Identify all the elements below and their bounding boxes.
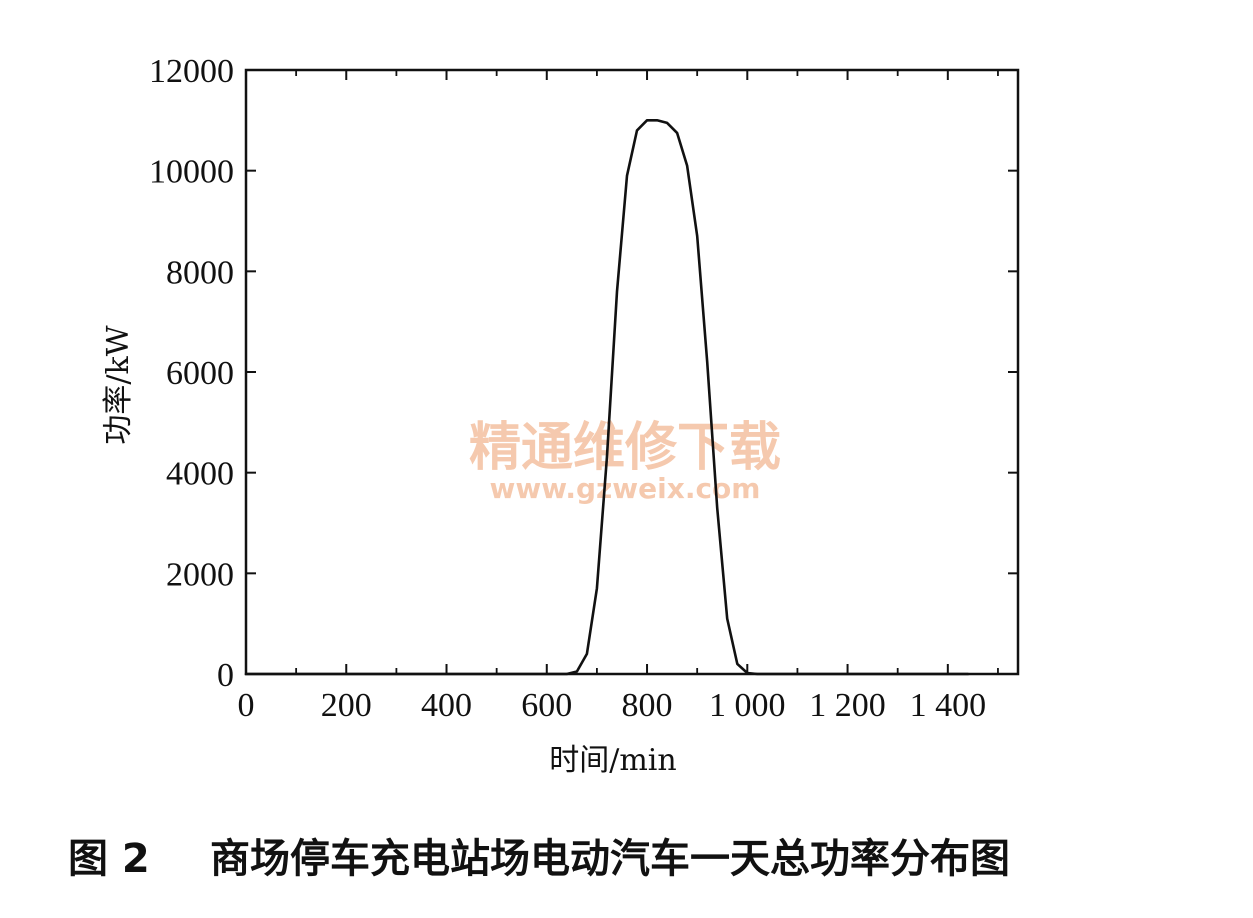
x-tick-label: 400 (421, 687, 472, 724)
watermark-url-text: www.gzweix.com (490, 472, 761, 505)
x-tick-label: 800 (622, 687, 673, 724)
x-tick-label: 1 200 (809, 687, 886, 724)
x-tick-label: 600 (521, 687, 572, 724)
power-series-line (244, 119, 970, 676)
tick-labels-layer: 0 200 400 600 800 1 000 1 200 1 400 0 2000 4000 600… (149, 53, 986, 724)
y-tick-label: 12000 (149, 53, 234, 90)
y-tick-label: 0 (217, 657, 234, 694)
y-tick-label: 10000 (149, 154, 234, 191)
plot-frame (244, 68, 1020, 676)
x-tick-label: 1 400 (910, 687, 987, 724)
x-tick-label: 0 (238, 687, 255, 724)
watermark-main-text: 精通维修下载 (469, 418, 781, 478)
y-tick-label: 8000 (166, 254, 234, 291)
x-axis-label: 时间/min (549, 743, 676, 778)
figure-caption-label: 图 2 (68, 836, 150, 882)
x-tick-label: 1 000 (709, 687, 786, 724)
figure-caption-text: 商场停车充电站场电动汽车一天总功率分布图 (210, 836, 1010, 882)
y-tick-label: 2000 (166, 556, 234, 593)
x-tick-label: 200 (321, 687, 372, 724)
y-tick-label: 6000 (166, 355, 234, 392)
y-axis-label: 功率/kW (101, 325, 136, 444)
y-tick-label: 4000 (166, 456, 234, 493)
ticks-layer (245, 69, 1018, 675)
series-layer (244, 119, 970, 676)
